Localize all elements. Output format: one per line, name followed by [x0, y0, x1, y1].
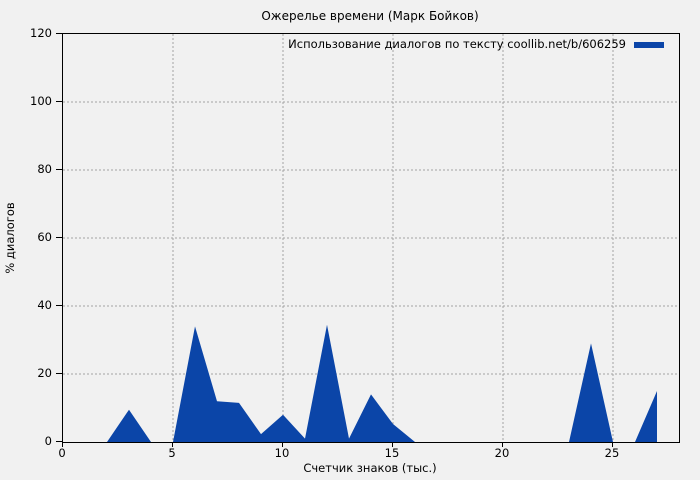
y-tick-mark: [56, 373, 62, 374]
x-tick-label: 15: [384, 446, 400, 460]
legend-label: Использование диалогов по тексту coollib…: [288, 37, 626, 51]
y-tick-label: 40: [37, 298, 52, 312]
x-tick-mark: [282, 442, 283, 447]
gridlines: [63, 34, 679, 442]
x-axis-label: Счетчик знаков (тыс.): [303, 461, 437, 475]
x-tick-label: 20: [494, 446, 510, 460]
area-series: [63, 324, 657, 442]
y-tick-mark: [56, 305, 62, 306]
x-tick-label: 0: [58, 446, 66, 460]
plot-area: Использование диалогов по тексту coollib…: [62, 33, 680, 443]
x-tick-mark: [612, 442, 613, 447]
y-tick-mark: [56, 169, 62, 170]
y-tick-mark: [56, 441, 62, 442]
x-tick-mark: [172, 442, 173, 447]
y-tick-label: 80: [37, 162, 52, 176]
legend: Использование диалогов по тексту coollib…: [288, 38, 664, 51]
y-tick-mark: [56, 101, 62, 102]
y-tick-label: 100: [30, 94, 52, 108]
y-tick-label: 60: [37, 230, 52, 244]
legend-swatch-icon: [634, 41, 664, 48]
y-tick-mark: [56, 237, 62, 238]
y-tick-label: 20: [37, 366, 52, 380]
x-tick-mark: [392, 442, 393, 447]
y-tick-mark: [56, 33, 62, 34]
x-tick-label: 25: [604, 446, 620, 460]
x-tick-label: 5: [168, 446, 176, 460]
y-tick-label: 0: [44, 434, 52, 448]
x-tick-mark: [62, 442, 63, 447]
plot-svg: [63, 34, 679, 442]
chart-title: Ожерелье времени (Марк Бойков): [261, 9, 479, 23]
x-tick-label: 10: [274, 446, 290, 460]
y-axis-label: % диалогов: [3, 202, 17, 274]
y-tick-label: 120: [30, 26, 52, 40]
x-tick-mark: [502, 442, 503, 447]
